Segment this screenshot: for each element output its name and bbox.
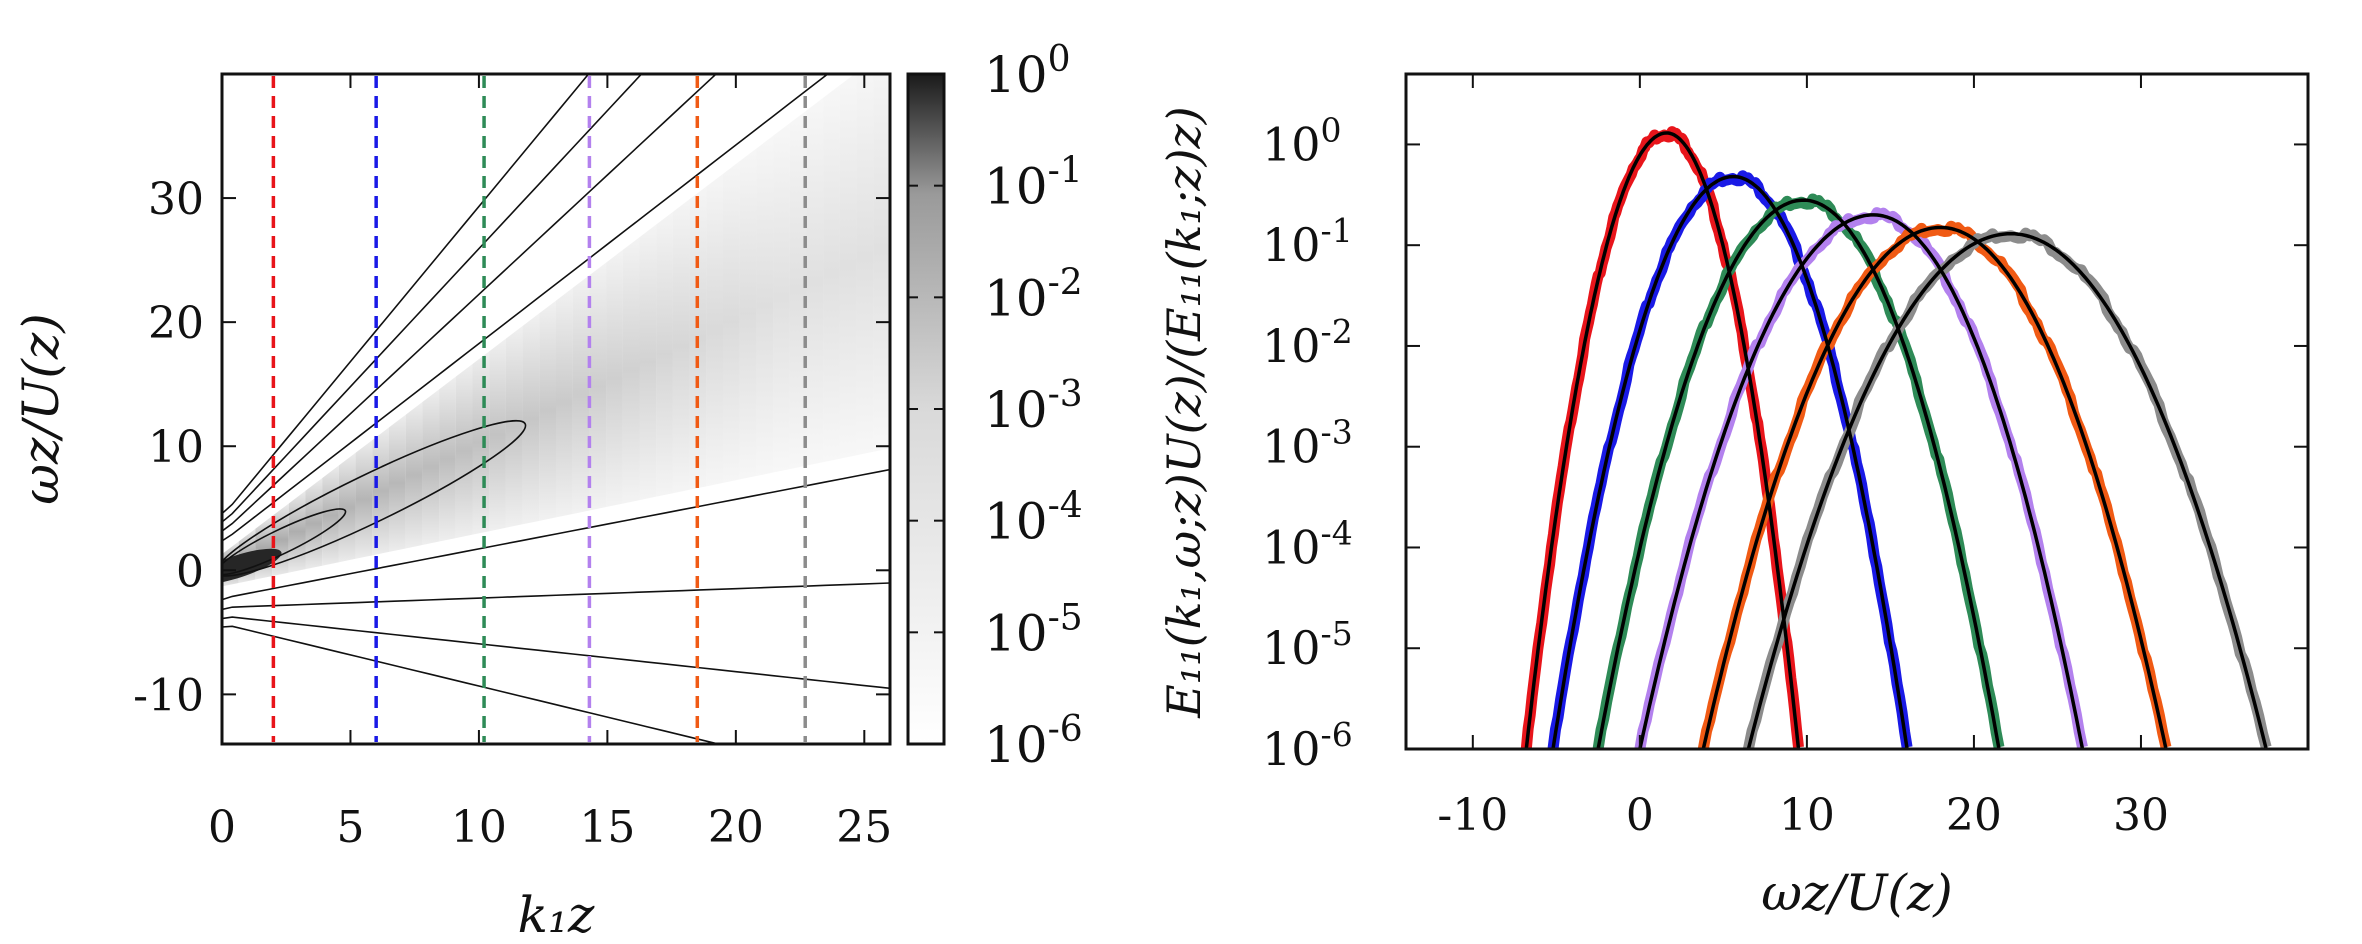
heatmap-frame [220,72,892,746]
heatmap-band-segment [639,224,657,501]
heatmap-band-segment [806,97,824,466]
heatmap-x-tick-label: 20 [708,802,764,853]
spectra-x-tick-label: 20 [1946,790,2002,841]
heatmap-y-tick-label: 10 [148,422,204,473]
spectra-x-tick-label: -10 [1437,790,1508,841]
heatmap-band-segment [672,199,690,494]
spectra-y-tick-label: 10-3 [1262,413,1353,474]
heatmap-band-segment [706,173,723,487]
heatmap-contour-lower [222,616,890,690]
heatmap-band-segment [823,85,840,463]
heatmap-band-segment [322,465,339,566]
heatmap-contour [222,508,347,576]
spectrum-model-fit [1551,174,1909,749]
spectrum-model-fit [1524,131,1801,749]
heatmap-peak-core [222,548,282,585]
heatmap-band-segment [288,490,306,573]
heatmap-band-segment [556,287,573,518]
spectra-y-tick-label: 10-2 [1262,312,1353,373]
heatmap-band-segment [305,478,323,570]
colorbar-tick-label: 10-1 [984,151,1083,216]
heatmap-band-segment [789,110,807,470]
heatmap-band-segment [723,161,740,483]
spectra-x-axis-label: ωz/U(z) [1761,864,1952,922]
heatmap-band-segment [522,313,540,525]
heatmap-band-segment [773,123,790,473]
heatmap-band-segment [472,351,490,535]
spectra-x-tick-label: 30 [2113,790,2169,841]
spectra-frame [1404,72,2310,751]
heatmap-x-tick-label: 5 [336,802,364,853]
heatmap-band-segment [455,363,473,539]
heatmap-band-segment [422,389,440,546]
heatmap-band-segment [739,148,757,480]
heatmap-x-tick-label: 10 [451,802,507,853]
heatmap-y-tick-label: -10 [133,670,204,721]
colorbar: 100 10-1 10-2 10-3 10-4 10-5 10-6 [906,39,1083,774]
heatmap-x-axis-label: k₁z [518,886,595,944]
spectra-y-tick-label: 100 [1262,110,1342,171]
heatmap-contour-lower [222,582,890,611]
heatmap-band-segment [656,211,673,497]
spectra-y-axis-label: E₁₁(k₁,ω;z)U(z)/(E₁₁(k₁;z)z) [1157,106,1211,718]
heatmap-band-segment [338,452,356,563]
heatmap-contour-upper [222,74,643,524]
heatmap-x-tick-label: 25 [836,802,892,853]
heatmap-band-segment [539,300,556,521]
spectra-y-tick-label: 10-1 [1262,211,1353,272]
heatmap-contour-lower [222,468,890,601]
heatmap-y-tick-label: 20 [148,298,204,349]
heatmap-band-segment [622,237,640,504]
heatmap-band-segment [572,275,590,514]
spectrum-model-fit [1596,198,2001,749]
heatmap-band-segment [589,262,607,511]
heatmap-band-segment [856,74,874,456]
spectra-y-tick-label: 10-6 [1262,715,1353,776]
heatmap-band-segment [756,135,774,476]
colorbar-tick-label: 10-2 [984,262,1083,327]
heatmap-band-segment [839,74,857,459]
spectra-y-tick-label: 10-4 [1262,513,1353,574]
spectra-x-tick-label: 0 [1626,790,1654,841]
heatmap-band-segment [439,376,456,542]
heatmap-contour [222,420,527,577]
spectrum-model-fit [1638,213,2085,749]
heatmap-y-tick-label: 30 [148,174,204,225]
heatmap-band-segment [606,249,623,508]
heatmap-band-segment [873,74,890,452]
spectrum-model-fit [1746,231,2268,749]
colorbar-tick-label: 100 [984,39,1071,104]
heatmap-x-tick-label: 15 [579,802,635,853]
heatmap-panel: 0 5 10 15 20 25 -10 0 10 20 30 k₁z ωz/U(z) [12,72,892,944]
colorbar-tick-label: 10-5 [984,597,1083,662]
heatmap-contour-upper [222,74,590,515]
colorbar-tick-label: 10-4 [984,486,1083,551]
colorbar-tick-label: 10-6 [984,709,1083,774]
colorbar-tick-label: 10-3 [984,374,1083,439]
spectra-y-tick-label: 10-5 [1262,614,1353,675]
heatmap-y-axis-label: ωz/U(z) [12,313,70,504]
spectrum-model-fit [1701,225,2168,749]
heatmap-band-segment [405,402,423,549]
heatmap-band-segment [505,325,523,528]
heatmap-contour-upper [222,74,718,533]
heatmap-contour-lower [222,625,722,744]
spectra-panel: -10 0 10 20 30 100 10-1 10-2 10-3 10-4 10-5 10-6 ωz… [1157,72,2310,922]
heatmap-x-tick-label: 0 [208,802,236,853]
heatmap-band-segment [389,414,406,552]
heatmap-band-segment [489,338,506,532]
heatmap-contour-upper [222,74,830,542]
heatmap-band-segment [355,440,373,559]
spectra-x-tick-label: 10 [1779,790,1835,841]
heatmap-y-tick-label: 0 [176,546,204,597]
